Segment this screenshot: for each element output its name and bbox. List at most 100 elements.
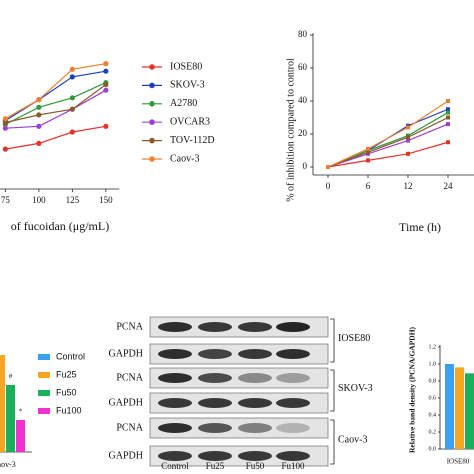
y-tick-label: 1.2 (429, 344, 437, 350)
marker (446, 140, 450, 145)
x-tick-label: 0 (326, 181, 331, 191)
series-line (5, 82, 107, 125)
marker (69, 106, 75, 112)
marker (366, 146, 370, 151)
bar (6, 385, 15, 452)
x-tick-label: 6 (366, 181, 371, 191)
x-tick-label: 24 (444, 181, 454, 191)
blot-panel (149, 367, 329, 389)
marker (326, 165, 330, 169)
blot-band (238, 322, 272, 332)
marker (406, 125, 410, 130)
blot-band (198, 451, 232, 461)
y-axis-label: Relative band density (PCNA/GAPDH) (408, 326, 417, 453)
marker (36, 104, 42, 110)
legend-label: Caov-3 (170, 153, 199, 164)
y-tick-label: 0.6 (429, 395, 437, 401)
marker (36, 123, 42, 129)
blot-band (238, 349, 272, 359)
marker (366, 158, 370, 163)
blot-band (198, 398, 232, 408)
lane-label: Fu100 (281, 461, 305, 471)
legend-label: OVCAR3 (170, 116, 210, 127)
marker (446, 110, 450, 115)
marker (103, 123, 109, 129)
x-axis-label: of fucoidan (μg/mL) (11, 219, 109, 233)
marker (406, 151, 410, 156)
blot-band (276, 451, 310, 461)
marker (103, 68, 109, 74)
y-tick-label: 40 (298, 95, 308, 105)
legend-label: Fu100 (56, 405, 82, 415)
blot-row-label: PCNA (116, 422, 143, 433)
legend-label: IOSE80 (170, 61, 202, 72)
group-label: SKOV-3 (338, 383, 373, 394)
group-label: Caov-3 (338, 434, 367, 445)
marker (103, 87, 109, 93)
legend-marker (149, 101, 155, 107)
blot-band (158, 398, 192, 408)
y-tick-label: 0.8 (429, 378, 437, 384)
legend-marker (149, 137, 155, 144)
y-tick-label: 60 (298, 62, 308, 72)
marker (103, 81, 109, 88)
blot-band (238, 451, 272, 461)
annotation: # (9, 373, 13, 381)
legend-label: TOV-112D (170, 135, 215, 146)
marker (2, 116, 8, 122)
group-bracket (330, 369, 335, 412)
series-line (5, 84, 107, 124)
y-tick-label: 0.4 (429, 412, 437, 418)
legend-swatch (38, 354, 50, 360)
x-tick-label: IOSE80 (447, 458, 470, 466)
marker (103, 61, 109, 67)
marker (69, 95, 75, 101)
y-tick-label: 20 (298, 128, 308, 138)
y-axis-label: % of inhibition compared to control (285, 58, 296, 202)
marker (2, 146, 8, 152)
blot-band (276, 423, 310, 433)
blot-row-label: GAPDH (109, 397, 143, 408)
series-line (5, 89, 107, 129)
marker (446, 99, 450, 103)
x-tick-label: Caov-3 (0, 460, 16, 469)
y-tick-label: 1.0 (429, 361, 437, 367)
x-tick-label: 100 (32, 195, 46, 205)
legend-swatch (38, 372, 50, 378)
legend-marker (149, 156, 155, 162)
marker (69, 129, 75, 135)
marker (2, 125, 8, 131)
blot-band (238, 398, 272, 408)
marker (446, 122, 450, 127)
blot-band (238, 423, 272, 433)
y-tick-label: 0 (303, 161, 308, 171)
group-bracket (330, 419, 335, 465)
legend-swatch (38, 390, 50, 396)
series-line (327, 123, 449, 168)
annotation: * (19, 408, 23, 416)
blot-band (276, 322, 310, 332)
legend-label: A2780 (170, 98, 197, 109)
marker (36, 97, 42, 103)
series-line (327, 112, 449, 168)
lane-label: Control (161, 461, 189, 471)
x-tick-label: 75 (1, 195, 11, 205)
blot-band (198, 423, 232, 433)
marker (406, 135, 410, 140)
blot-band (238, 373, 272, 383)
blot-band (276, 373, 310, 383)
legend-marker (149, 119, 155, 125)
bar (455, 367, 464, 449)
blot-band (276, 349, 310, 359)
legend-label: Control (56, 351, 85, 361)
legend-marker (149, 64, 155, 70)
blot-band (158, 349, 192, 359)
legend-marker (149, 82, 155, 89)
legend-label: Fu50 (56, 387, 77, 397)
bar (16, 420, 25, 452)
marker (69, 74, 75, 80)
blot-row-label: GAPDH (109, 348, 143, 359)
blot-band (158, 373, 192, 383)
marker (69, 66, 75, 72)
blot-band (198, 322, 232, 332)
